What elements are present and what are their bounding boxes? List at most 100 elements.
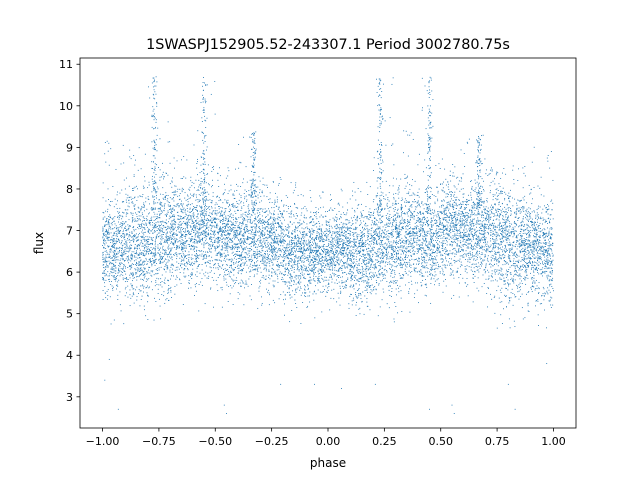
scatter-point bbox=[278, 269, 280, 271]
scatter-point bbox=[304, 250, 306, 252]
scatter-point bbox=[219, 211, 220, 213]
scatter-point bbox=[140, 274, 142, 276]
scatter-point bbox=[106, 231, 108, 233]
scatter-point bbox=[143, 255, 145, 256]
scatter-point bbox=[289, 221, 291, 222]
scatter-point bbox=[197, 214, 199, 215]
scatter-point bbox=[155, 238, 157, 239]
scatter-point bbox=[161, 256, 163, 258]
scatter-point bbox=[206, 242, 208, 243]
scatter-point bbox=[315, 207, 317, 208]
scatter-point bbox=[108, 236, 110, 238]
scatter-point bbox=[114, 246, 115, 248]
scatter-point bbox=[173, 205, 175, 206]
scatter-point bbox=[183, 221, 185, 223]
scatter-point bbox=[203, 256, 205, 258]
scatter-point bbox=[207, 243, 209, 245]
scatter-point bbox=[209, 209, 211, 211]
scatter-point bbox=[212, 260, 213, 262]
scatter-point bbox=[164, 203, 166, 205]
scatter-point bbox=[271, 251, 273, 253]
scatter-point bbox=[103, 243, 105, 245]
scatter-point bbox=[147, 238, 149, 240]
scatter-point bbox=[264, 184, 266, 186]
scatter-point bbox=[296, 244, 297, 246]
scatter-point bbox=[136, 269, 138, 271]
scatter-point bbox=[139, 290, 141, 292]
scatter-point bbox=[196, 227, 198, 229]
scatter-point bbox=[153, 231, 155, 233]
scatter-point bbox=[111, 257, 113, 259]
scatter-point bbox=[217, 263, 219, 265]
scatter-point bbox=[119, 265, 121, 267]
scatter-point bbox=[298, 269, 300, 271]
scatter-point bbox=[221, 238, 223, 240]
scatter-point bbox=[203, 233, 205, 235]
scatter-point bbox=[289, 246, 291, 248]
scatter-point bbox=[280, 210, 281, 212]
scatter-point bbox=[310, 259, 312, 261]
scatter-point bbox=[257, 253, 259, 255]
scatter-point bbox=[102, 257, 104, 259]
scatter-point bbox=[269, 226, 271, 228]
scatter-point bbox=[104, 216, 106, 218]
scatter-point bbox=[267, 246, 269, 247]
scatter-point bbox=[183, 258, 185, 260]
scatter-point bbox=[298, 241, 300, 243]
scatter-point bbox=[200, 281, 202, 283]
scatter-point bbox=[108, 216, 110, 218]
scatter-point bbox=[232, 259, 234, 261]
scatter-point bbox=[162, 261, 164, 263]
scatter-point bbox=[170, 216, 172, 218]
scatter-point bbox=[173, 275, 174, 277]
scatter-point bbox=[247, 248, 249, 249]
scatter-point bbox=[311, 238, 313, 240]
scatter-point bbox=[248, 190, 250, 192]
scatter-point bbox=[217, 246, 219, 248]
scatter-point bbox=[163, 210, 165, 212]
scatter-point bbox=[202, 194, 204, 196]
scatter-point bbox=[257, 260, 259, 262]
scatter-point bbox=[299, 258, 301, 260]
scatter-point bbox=[115, 270, 117, 272]
scatter-point bbox=[132, 214, 134, 216]
scatter-point bbox=[237, 209, 239, 211]
scatter-point bbox=[296, 264, 298, 266]
scatter-point bbox=[104, 272, 106, 274]
scatter-point bbox=[215, 221, 216, 223]
scatter-point bbox=[252, 229, 254, 231]
scatter-point bbox=[177, 223, 179, 225]
scatter-point bbox=[119, 246, 121, 248]
scatter-point bbox=[157, 236, 159, 238]
scatter-point bbox=[269, 294, 270, 296]
scatter-point bbox=[111, 224, 113, 226]
scatter-point bbox=[297, 286, 299, 288]
scatter-point bbox=[142, 270, 144, 272]
scatter-point bbox=[123, 252, 124, 254]
scatter-point bbox=[211, 200, 213, 202]
scatter-point bbox=[271, 202, 273, 203]
scatter-point bbox=[126, 201, 128, 203]
scatter-point bbox=[241, 252, 243, 254]
scatter-point bbox=[268, 289, 269, 291]
scatter-point bbox=[170, 248, 172, 250]
scatter-point bbox=[125, 234, 127, 236]
scatter-point bbox=[115, 168, 117, 170]
scatter-point bbox=[238, 234, 240, 236]
scatter-point bbox=[116, 236, 118, 237]
scatter-point bbox=[297, 277, 299, 279]
scatter-point bbox=[116, 252, 118, 254]
scatter-point bbox=[142, 245, 144, 247]
scatter-point bbox=[195, 255, 197, 257]
scatter-point bbox=[188, 244, 190, 245]
scatter-point bbox=[213, 230, 215, 232]
scatter-point bbox=[139, 274, 141, 276]
scatter-point bbox=[315, 216, 317, 218]
scatter-point bbox=[255, 229, 257, 231]
scatter-point bbox=[118, 231, 120, 233]
scatter-point bbox=[299, 275, 301, 277]
scatter-point bbox=[296, 242, 297, 244]
scatter-point bbox=[198, 194, 200, 196]
scatter-point bbox=[271, 247, 273, 249]
scatter-point bbox=[253, 257, 255, 259]
